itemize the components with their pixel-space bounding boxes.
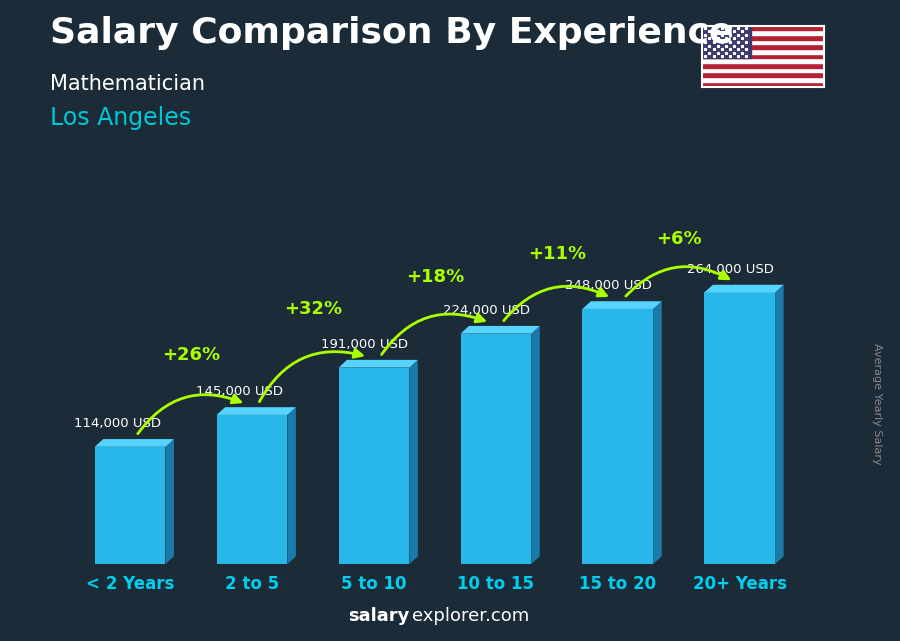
Text: Average Yearly Salary: Average Yearly Salary: [872, 343, 883, 465]
Text: +32%: +32%: [284, 300, 342, 318]
Text: Los Angeles: Los Angeles: [50, 106, 191, 129]
Text: +26%: +26%: [162, 346, 220, 364]
Bar: [702, 49, 824, 54]
Bar: [702, 26, 824, 30]
Text: salary: salary: [348, 607, 410, 625]
Text: Salary Comparison By Experience: Salary Comparison By Experience: [50, 16, 733, 50]
Polygon shape: [705, 285, 784, 292]
Text: Mathematician: Mathematician: [50, 74, 204, 94]
Text: explorer.com: explorer.com: [412, 607, 529, 625]
Text: +11%: +11%: [527, 245, 586, 263]
Polygon shape: [705, 292, 775, 564]
Bar: [702, 30, 824, 35]
Polygon shape: [461, 326, 540, 333]
Polygon shape: [653, 301, 662, 564]
Text: 264,000 USD: 264,000 USD: [687, 263, 773, 276]
Text: 191,000 USD: 191,000 USD: [320, 338, 408, 351]
Text: +18%: +18%: [406, 268, 464, 286]
Text: 145,000 USD: 145,000 USD: [196, 385, 284, 398]
Polygon shape: [582, 309, 653, 564]
Polygon shape: [338, 367, 410, 564]
Text: 114,000 USD: 114,000 USD: [75, 417, 161, 430]
Polygon shape: [217, 415, 287, 564]
Bar: [702, 58, 824, 63]
Bar: [702, 72, 824, 77]
Polygon shape: [166, 439, 174, 564]
Polygon shape: [287, 407, 296, 564]
Polygon shape: [461, 333, 531, 564]
Bar: [702, 54, 824, 58]
Polygon shape: [217, 407, 296, 415]
Polygon shape: [582, 301, 662, 309]
Bar: [702, 68, 824, 72]
Polygon shape: [94, 447, 166, 564]
Bar: [702, 82, 824, 87]
Bar: [702, 26, 751, 58]
Bar: [702, 35, 824, 40]
Polygon shape: [775, 285, 784, 564]
Text: 224,000 USD: 224,000 USD: [443, 304, 529, 317]
Bar: [702, 77, 824, 82]
Polygon shape: [531, 326, 540, 564]
Text: +6%: +6%: [656, 229, 702, 247]
Polygon shape: [410, 360, 418, 564]
Text: 248,000 USD: 248,000 USD: [564, 279, 652, 292]
Polygon shape: [338, 360, 418, 367]
Bar: [702, 44, 824, 49]
Bar: [702, 63, 824, 68]
Polygon shape: [94, 439, 174, 447]
Bar: [702, 40, 824, 44]
